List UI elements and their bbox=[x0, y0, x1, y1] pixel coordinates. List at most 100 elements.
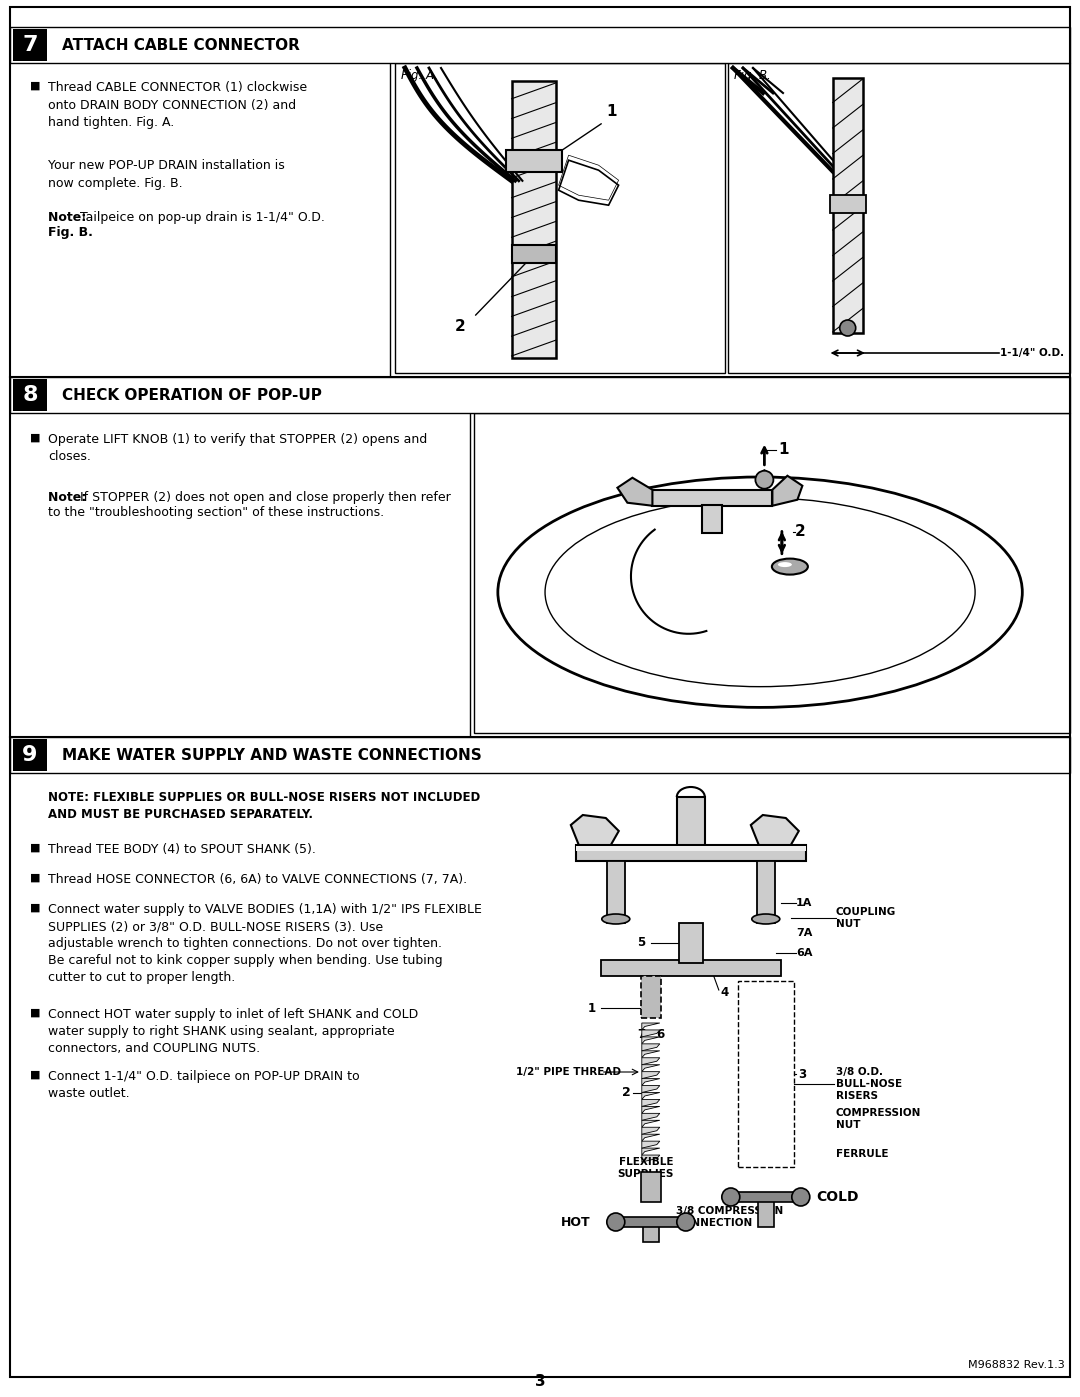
Bar bbox=[679, 923, 703, 963]
Bar bbox=[731, 1192, 800, 1201]
Polygon shape bbox=[642, 1099, 660, 1106]
Text: Connect 1-1/4" O.D. tailpiece on POP-UP DRAIN to
waste outlet.: Connect 1-1/4" O.D. tailpiece on POP-UP … bbox=[48, 1070, 360, 1099]
Ellipse shape bbox=[752, 914, 780, 923]
Text: Thread TEE BODY (4) to SPOUT SHANK (5).: Thread TEE BODY (4) to SPOUT SHANK (5). bbox=[48, 842, 315, 856]
Polygon shape bbox=[642, 1065, 660, 1071]
Polygon shape bbox=[642, 1120, 660, 1127]
Text: ■: ■ bbox=[30, 873, 41, 883]
Bar bbox=[728, 63, 1070, 373]
Bar bbox=[13, 379, 48, 411]
Text: ■: ■ bbox=[30, 842, 41, 854]
Circle shape bbox=[721, 1187, 740, 1206]
Text: Operate LIFT KNOB (1) to verify that STOPPER (2) opens and
closes.: Operate LIFT KNOB (1) to verify that STO… bbox=[48, 433, 428, 464]
Text: FERRULE: FERRULE bbox=[836, 1148, 888, 1160]
Text: Connect water supply to VALVE BODIES (1,1A) with 1/2" IPS FLEXIBLE
SUPPLIES (2) : Connect water supply to VALVE BODIES (1,… bbox=[48, 902, 482, 983]
Bar bbox=[512, 81, 555, 358]
Circle shape bbox=[755, 471, 773, 489]
Bar bbox=[576, 847, 806, 851]
Text: CHECK OPERATION OF POP-UP: CHECK OPERATION OF POP-UP bbox=[62, 387, 322, 402]
Text: to the "troubleshooting section" of these instructions.: to the "troubleshooting section" of thes… bbox=[48, 506, 384, 520]
Bar bbox=[13, 739, 48, 771]
Ellipse shape bbox=[778, 562, 792, 567]
Bar bbox=[13, 29, 48, 61]
Bar bbox=[758, 1194, 773, 1227]
Text: 1A: 1A bbox=[796, 898, 812, 908]
Circle shape bbox=[840, 320, 855, 337]
Polygon shape bbox=[642, 1127, 660, 1134]
Text: Fig. B.: Fig. B. bbox=[734, 68, 771, 82]
Bar bbox=[652, 490, 772, 506]
Text: 7: 7 bbox=[637, 1028, 646, 1041]
Text: Connect HOT water supply to inlet of left SHANK and COLD
water supply to right S: Connect HOT water supply to inlet of lef… bbox=[48, 1009, 418, 1055]
Text: NOTE: FLEXIBLE SUPPLIES OR BULL-NOSE RISERS NOT INCLUDED
AND MUST BE PURCHASED S: NOTE: FLEXIBLE SUPPLIES OR BULL-NOSE RIS… bbox=[48, 791, 481, 820]
Text: Your new POP-UP DRAIN installation is
now complete. Fig. B.: Your new POP-UP DRAIN installation is no… bbox=[48, 159, 285, 190]
Text: Note:: Note: bbox=[48, 211, 91, 224]
Text: 2: 2 bbox=[455, 319, 465, 334]
Polygon shape bbox=[642, 1044, 660, 1051]
Text: MAKE WATER SUPPLY AND WASTE CONNECTIONS: MAKE WATER SUPPLY AND WASTE CONNECTIONS bbox=[62, 747, 482, 763]
Text: Tailpeice on pop-up drain is 1-1/4" O.D.: Tailpeice on pop-up drain is 1-1/4" O.D. bbox=[80, 211, 325, 224]
Text: COMPRESSION
NUT: COMPRESSION NUT bbox=[836, 1108, 921, 1130]
Bar bbox=[576, 845, 806, 861]
Bar bbox=[757, 861, 774, 923]
Polygon shape bbox=[642, 1023, 660, 1030]
Text: 9: 9 bbox=[23, 745, 38, 766]
Circle shape bbox=[792, 1187, 810, 1206]
Bar bbox=[738, 981, 794, 1166]
Ellipse shape bbox=[772, 559, 808, 574]
Text: 1: 1 bbox=[588, 1002, 596, 1014]
Polygon shape bbox=[642, 1071, 660, 1078]
Text: HOT: HOT bbox=[562, 1215, 591, 1228]
Text: Fig. A.: Fig. A. bbox=[401, 68, 438, 82]
Polygon shape bbox=[772, 476, 802, 506]
Bar bbox=[512, 246, 555, 263]
Text: COUPLING
NUT: COUPLING NUT bbox=[836, 907, 896, 929]
Polygon shape bbox=[642, 1078, 660, 1085]
Text: ■: ■ bbox=[30, 81, 41, 91]
Text: ■: ■ bbox=[30, 433, 41, 443]
Bar bbox=[10, 27, 1070, 63]
Bar bbox=[600, 960, 781, 977]
Text: 6: 6 bbox=[656, 1028, 664, 1041]
Bar bbox=[833, 78, 863, 332]
Text: 7: 7 bbox=[23, 35, 38, 54]
Bar bbox=[829, 194, 866, 212]
Text: If STOPPER (2) does not open and close properly then refer: If STOPPER (2) does not open and close p… bbox=[80, 490, 450, 504]
Text: 3/8 O.D.
BULL-NOSE
RISERS: 3/8 O.D. BULL-NOSE RISERS bbox=[836, 1067, 902, 1101]
Bar bbox=[702, 504, 723, 532]
Polygon shape bbox=[642, 1051, 660, 1058]
Text: 3/8 COMPRESSION
CONNECTION: 3/8 COMPRESSION CONNECTION bbox=[676, 1206, 783, 1228]
Bar bbox=[677, 798, 705, 845]
Text: 2: 2 bbox=[622, 1085, 631, 1099]
Text: 1: 1 bbox=[607, 105, 617, 119]
Polygon shape bbox=[642, 1148, 660, 1155]
Text: ATTACH CABLE CONNECTOR: ATTACH CABLE CONNECTOR bbox=[62, 38, 300, 53]
Text: Thread CABLE CONNECTOR (1) clockwise
onto DRAIN BODY CONNECTION (2) and
hand tig: Thread CABLE CONNECTOR (1) clockwise ont… bbox=[48, 81, 307, 129]
Bar bbox=[505, 151, 562, 172]
Text: Note:: Note: bbox=[48, 490, 91, 504]
Text: ■: ■ bbox=[30, 1009, 41, 1018]
Text: M968832 Rev.1.3: M968832 Rev.1.3 bbox=[969, 1361, 1065, 1370]
Bar bbox=[640, 977, 661, 1018]
Polygon shape bbox=[642, 1155, 660, 1162]
Bar bbox=[10, 738, 1070, 773]
Text: 3: 3 bbox=[535, 1375, 545, 1389]
Text: COLD: COLD bbox=[815, 1190, 859, 1204]
Text: 7A: 7A bbox=[796, 928, 812, 937]
Polygon shape bbox=[642, 1030, 660, 1037]
Polygon shape bbox=[642, 1134, 660, 1141]
Text: 2: 2 bbox=[795, 524, 806, 539]
Text: 5: 5 bbox=[637, 936, 646, 950]
Ellipse shape bbox=[602, 914, 630, 923]
Text: ■: ■ bbox=[30, 1070, 41, 1080]
Polygon shape bbox=[571, 814, 619, 845]
Polygon shape bbox=[642, 1106, 660, 1113]
Polygon shape bbox=[558, 161, 619, 205]
Bar bbox=[640, 1172, 661, 1201]
Text: 3: 3 bbox=[798, 1067, 806, 1080]
Bar bbox=[607, 861, 625, 923]
Polygon shape bbox=[751, 814, 799, 845]
Polygon shape bbox=[618, 478, 652, 506]
Polygon shape bbox=[642, 1085, 660, 1092]
Text: 8: 8 bbox=[23, 386, 38, 405]
